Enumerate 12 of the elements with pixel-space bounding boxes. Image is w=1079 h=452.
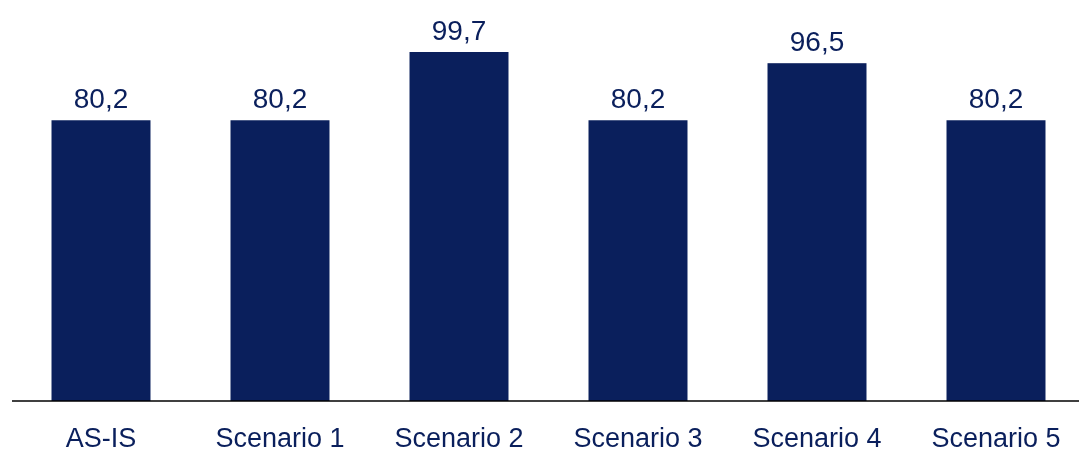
data-label: 80,2 — [610, 83, 666, 115]
data-label: 80,2 — [968, 83, 1024, 115]
data-label: 80,2 — [73, 83, 129, 115]
x-tick-label: Scenario 5 — [931, 423, 1061, 452]
x-tick-label: AS-IS — [65, 423, 137, 452]
x-tick-label: Scenario 1 — [215, 423, 345, 452]
data-label: 96,5 — [789, 26, 845, 58]
data-label: 99,7 — [431, 15, 487, 46]
x-tick-label: Scenario 2 — [394, 423, 524, 452]
x-tick-label: Scenario 3 — [573, 423, 703, 452]
data-label: 80,2 — [252, 83, 308, 115]
x-tick-label: Scenario 4 — [752, 423, 882, 452]
